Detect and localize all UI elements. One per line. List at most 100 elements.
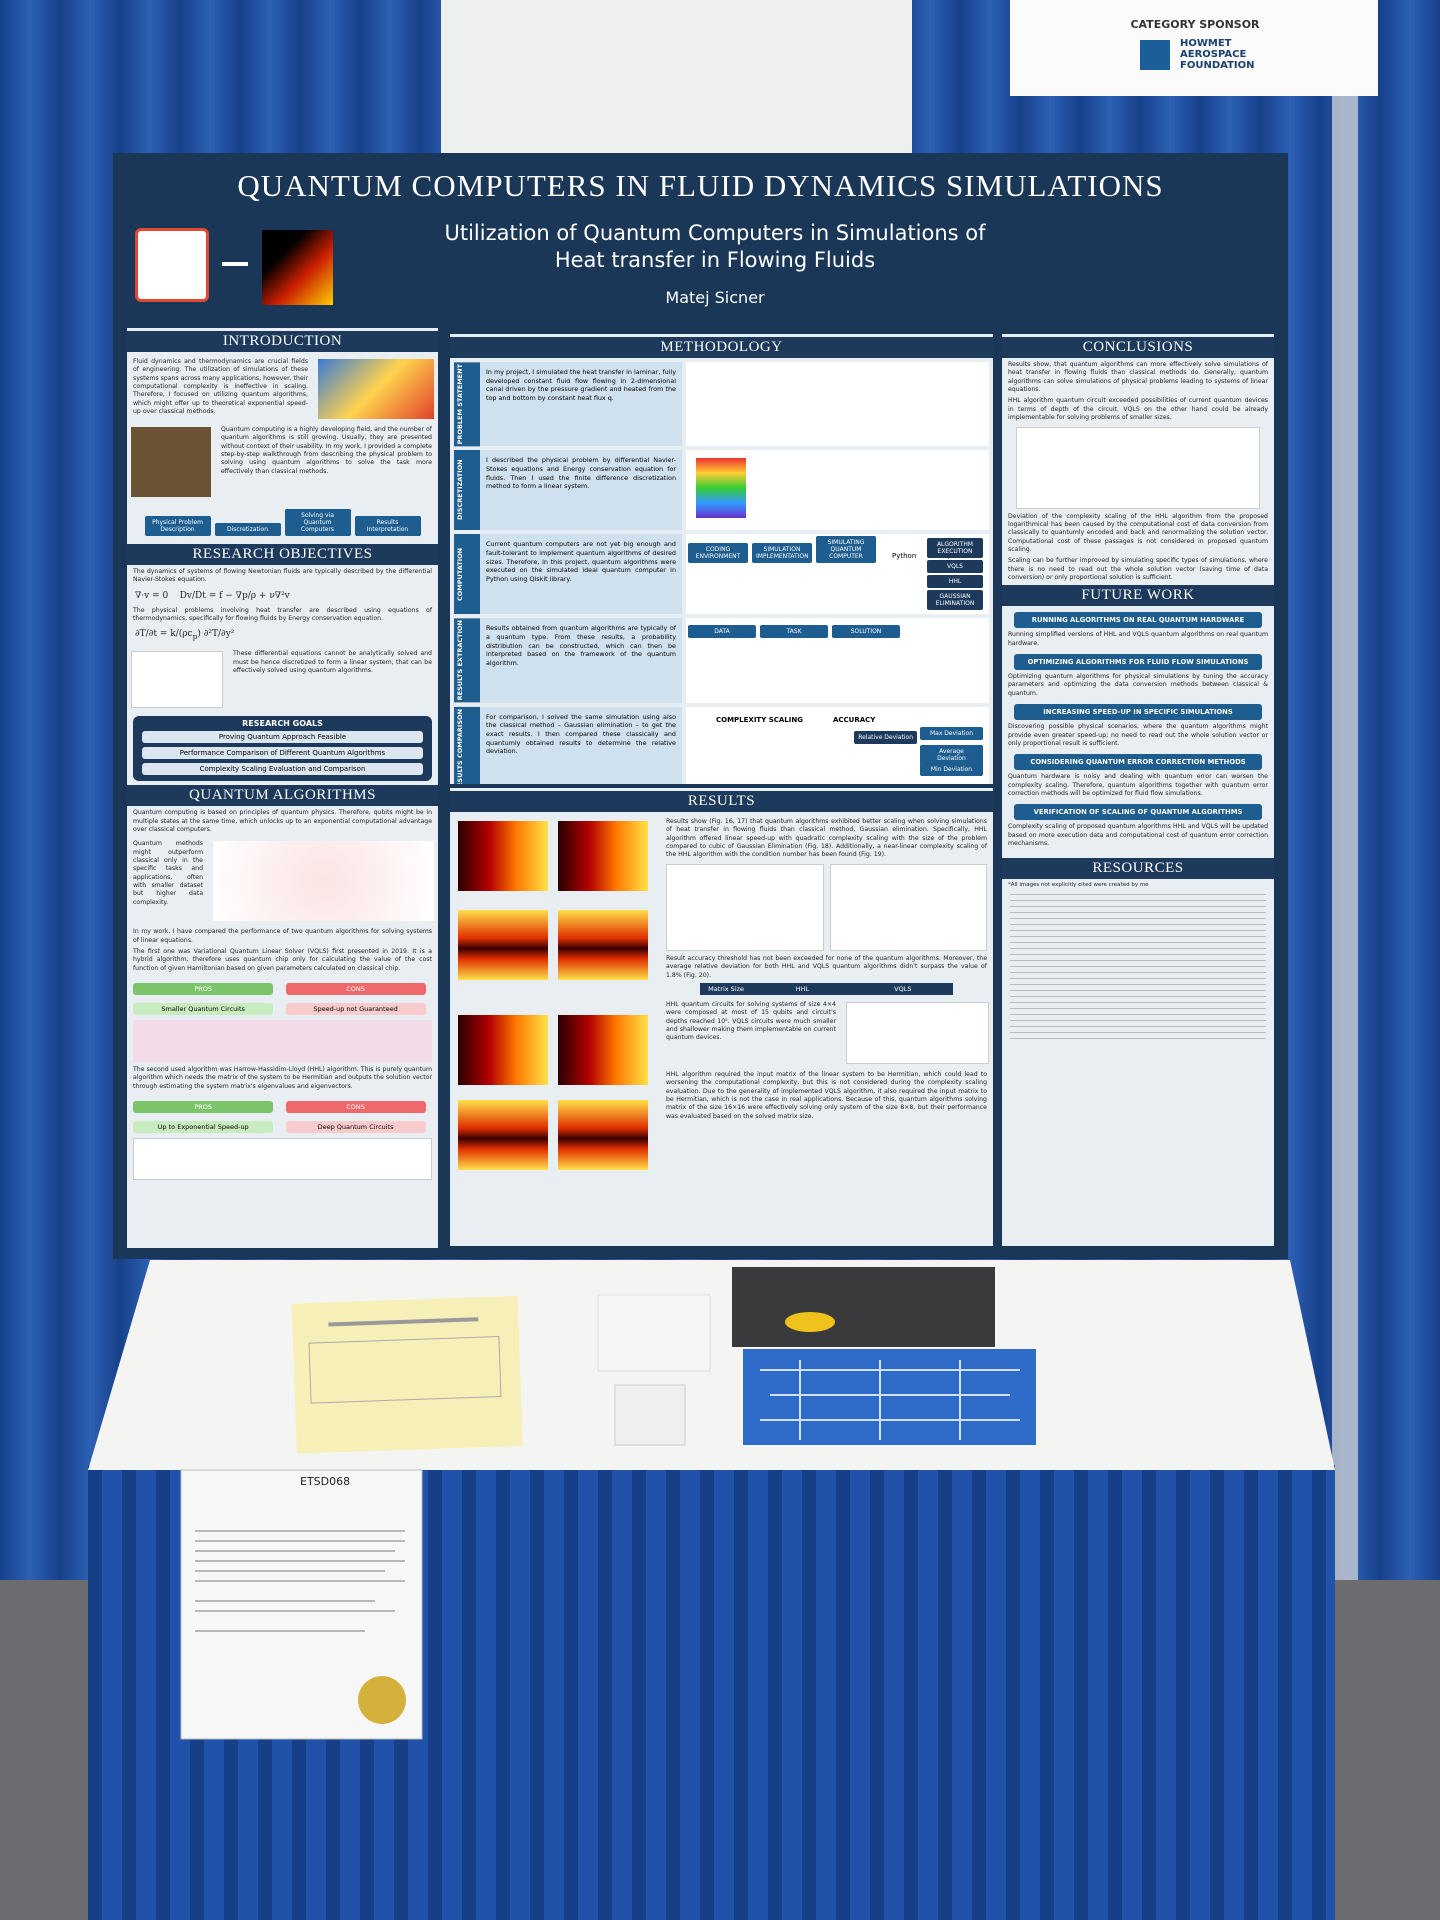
pros-label: PROS bbox=[133, 983, 274, 996]
paragraph: Quantum methods might outperform classic… bbox=[133, 840, 203, 906]
vqls-circuit bbox=[133, 1020, 432, 1063]
abstract-code: ETSD068 bbox=[300, 1475, 351, 1488]
step-figure: DATA TASK SOLUTION bbox=[686, 618, 989, 703]
execution-item: ALGORITHM EXECUTION bbox=[927, 538, 983, 559]
method-step: DISCRETIZATION I described the physical p… bbox=[454, 450, 989, 531]
heatmap bbox=[558, 1015, 648, 1085]
decoration bbox=[195, 1630, 365, 1632]
section-heading: RESEARCH OBJECTIVES bbox=[127, 544, 438, 565]
paragraph: Quantum computing is based on principles… bbox=[133, 809, 432, 833]
heatmap bbox=[558, 910, 648, 980]
sponsor-name-line: FOUNDATION bbox=[1180, 60, 1255, 71]
decoration bbox=[195, 1560, 405, 1562]
plot bbox=[829, 863, 987, 951]
qa-row: Quantum methods might outperform classic… bbox=[127, 837, 438, 925]
deviation: Max Deviation bbox=[920, 726, 983, 740]
equation: ∂T/∂t = k/(ρcp) ∂²T/∂y² bbox=[135, 629, 235, 642]
step-label: COMPUTATION bbox=[454, 534, 480, 615]
method-step: RESULTS EXTRACTION Results obtained from … bbox=[454, 618, 989, 703]
decoration bbox=[760, 1360, 1020, 1440]
future-title: RUNNING ALGORITHMS ON REAL QUANTUM HARDW… bbox=[1014, 612, 1262, 629]
decoration: p bbox=[192, 632, 198, 642]
step-label: RESULTS EXTRACTION bbox=[454, 618, 480, 703]
profile-figure bbox=[131, 651, 223, 709]
scissors bbox=[785, 1312, 835, 1332]
paragraph: The dynamics of systems of flowing Newto… bbox=[133, 568, 432, 584]
flow-step: Results Interpretation bbox=[354, 516, 421, 536]
future-title: OPTIMIZING ALGORITHMS FOR FLUID FLOW SIM… bbox=[1014, 654, 1262, 671]
paragraph: HHL algorithm quantum circuit exceeded p… bbox=[1008, 397, 1268, 422]
decoration bbox=[195, 1570, 385, 1572]
execution-item: VQLS bbox=[927, 560, 983, 574]
table-header: HHL bbox=[752, 982, 853, 995]
paragraph: Quantum computing is a highly developing… bbox=[221, 426, 432, 475]
plot bbox=[666, 863, 824, 951]
step-text: Current quantum computers are not yet bi… bbox=[480, 534, 682, 615]
decoration bbox=[291, 1295, 523, 1454]
plot bbox=[846, 1001, 989, 1064]
decoration bbox=[195, 1550, 395, 1552]
goals-box: RESEARCH GOALS Proving Quantum Approach … bbox=[133, 716, 432, 782]
paragraph: HHL quantum circuits for solving systems… bbox=[666, 1000, 836, 1042]
conclusion-figure bbox=[1016, 426, 1260, 509]
paragraph: The first one was Variational Quantum Li… bbox=[133, 948, 432, 972]
photo-chip bbox=[743, 1349, 1036, 1445]
step-label: RESULTS COMPARISON bbox=[454, 706, 480, 784]
heatmap bbox=[558, 1100, 648, 1170]
step-figure bbox=[686, 362, 989, 447]
execution-item: HHL bbox=[927, 575, 983, 589]
paragraph: The physical problems involving heat tra… bbox=[133, 606, 432, 623]
computation-box: SIMULATION IMPLEMENTATION bbox=[752, 543, 812, 564]
vqls-proscons: PROS CONS Smaller Quantum Circuits Speed-u… bbox=[127, 976, 438, 1016]
flow-step: Physical Problem Description bbox=[144, 516, 211, 536]
future-text: Running simplified versions of HHL and V… bbox=[1008, 631, 1268, 647]
scaling-plots bbox=[666, 863, 987, 951]
heatmap bbox=[458, 910, 548, 980]
paragraph: Deviation of the complexity scaling of t… bbox=[1008, 512, 1268, 553]
heat-icon bbox=[262, 230, 333, 305]
future-text: Optimizing quantum algorithms for physic… bbox=[1008, 673, 1268, 697]
objectives-row: These differential equations cannot be a… bbox=[127, 647, 438, 712]
decoration bbox=[308, 1336, 502, 1404]
results-top: Results show (Fig. 16, 17) that quantum … bbox=[450, 815, 993, 1175]
diagram-card bbox=[614, 1384, 686, 1446]
sponsor-name: HOWMET AEROSPACE FOUNDATION bbox=[1180, 38, 1330, 71]
section-heading: CONCLUSIONS bbox=[1002, 337, 1274, 358]
future-text: Discovering possible physical scenarios,… bbox=[1008, 723, 1268, 747]
decoration bbox=[195, 1530, 405, 1532]
relative-deviation: Relative Deviation bbox=[854, 730, 917, 744]
paragraph: These differential equations cannot be a… bbox=[233, 650, 432, 674]
heatmap bbox=[558, 821, 648, 891]
extraction-label: TASK bbox=[760, 625, 828, 639]
decoration bbox=[195, 1540, 405, 1542]
table-header: VQLS bbox=[852, 982, 954, 995]
computation-box: CODING ENVIRONMENT bbox=[688, 543, 748, 564]
discretization-grid bbox=[696, 458, 746, 519]
gold-seal bbox=[358, 1676, 406, 1724]
step-text: For comparison, I solved the same simula… bbox=[480, 706, 682, 784]
resources-note: *All images not explicitly cited were cr… bbox=[1008, 882, 1149, 889]
future-work-list: RUNNING ALGORITHMS ON REAL QUANTUM HARDW… bbox=[1002, 612, 1274, 848]
intro-image bbox=[318, 359, 434, 419]
poster-title: QUANTUM COMPUTERS IN FLUID DYNAMICS SIMU… bbox=[237, 168, 1164, 203]
step-text: In my project, I simulated the heat tran… bbox=[480, 362, 682, 447]
table-header: Matrix Size bbox=[700, 982, 753, 995]
flow-diagram: Physical Problem Description Discretizati… bbox=[127, 507, 438, 538]
flow-step: Discretization bbox=[214, 523, 281, 536]
method-step: COMPUTATION Current quantum computers are… bbox=[454, 534, 989, 615]
future-text: Complexity scaling of proposed quantum a… bbox=[1008, 823, 1268, 848]
heatmap bbox=[458, 1100, 548, 1170]
section-heading: RESOURCES bbox=[1002, 858, 1274, 880]
intro-row: Quantum computing is a highly developing… bbox=[127, 423, 438, 501]
execution-item: GAUSSIAN ELIMINATION bbox=[927, 590, 983, 611]
step-figure: COMPLEXITY SCALING ACCURACY Relative Devia… bbox=[686, 706, 989, 784]
deviation: Average Deviation bbox=[920, 744, 983, 765]
hhl-circuit bbox=[133, 1138, 432, 1181]
step-text: Results obtained from quantum algorithms… bbox=[480, 618, 682, 703]
section-heading: METHODOLOGY bbox=[450, 337, 993, 358]
sponsor-name-line: HOWMET bbox=[1180, 38, 1232, 49]
subtitle-line: Utilization of Quantum Computers in Simu… bbox=[444, 221, 986, 245]
deviation: Min Deviation bbox=[920, 762, 983, 776]
table-top bbox=[88, 1260, 1335, 1470]
future-text: Quantum hardware is noisy and dealing wi… bbox=[1008, 773, 1268, 797]
